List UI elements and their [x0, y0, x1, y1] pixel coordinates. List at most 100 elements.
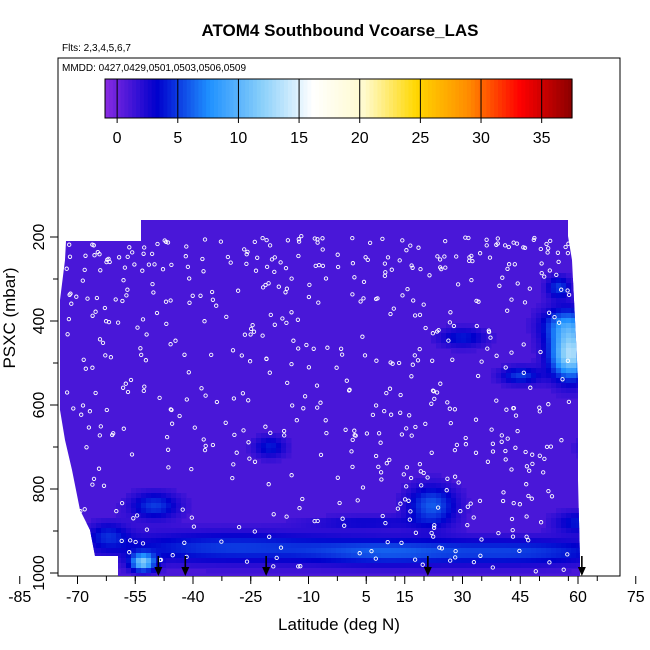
heatmap-cell — [416, 513, 422, 519]
heatmap-cell — [536, 533, 542, 539]
heatmap-cell — [466, 553, 472, 559]
heatmap-cell — [501, 378, 507, 384]
heatmap-cell — [561, 548, 567, 554]
heatmap-cell — [216, 533, 222, 539]
heatmap-cell — [421, 558, 427, 564]
heatmap-cell — [361, 553, 367, 559]
heatmap-cell — [301, 543, 307, 549]
colorbar-segment — [198, 79, 203, 118]
observation-dot — [423, 325, 428, 331]
heatmap-cell — [371, 523, 377, 529]
heatmap-cell — [506, 543, 512, 549]
heatmap-cell — [311, 558, 317, 564]
heatmap-cell — [131, 528, 137, 534]
heatmap-cell — [181, 543, 187, 549]
heatmap-cell — [226, 543, 232, 549]
heatmap-cell — [436, 528, 442, 534]
heatmap-cell — [311, 518, 317, 524]
observation-dot — [537, 409, 542, 414]
heatmap-cell — [186, 523, 192, 529]
colorbar-tick-label: 35 — [533, 130, 551, 147]
observation-dot — [423, 421, 428, 427]
observation-dot — [247, 456, 252, 461]
heatmap-cell — [516, 553, 522, 559]
heatmap-cell — [551, 553, 557, 559]
colorbar-segment — [268, 79, 273, 118]
heatmap-cell — [386, 518, 392, 524]
heatmap-cell — [571, 308, 577, 314]
heatmap-cell — [231, 548, 237, 554]
colorbar-segment — [151, 79, 157, 118]
heatmap-cell — [546, 513, 552, 519]
heatmap-cell — [416, 483, 422, 489]
colorbar-segment — [365, 79, 371, 118]
heatmap-cell — [476, 343, 482, 349]
observation-dot — [247, 359, 253, 364]
heatmap-cell — [506, 538, 512, 544]
heatmap-cell — [301, 553, 307, 559]
heatmap-cell — [446, 553, 452, 559]
heatmap-cell — [531, 383, 537, 389]
heatmap-cell — [486, 568, 492, 574]
observation-dot — [524, 534, 529, 539]
heatmap-cell — [561, 553, 567, 559]
observation-dot — [430, 358, 435, 363]
heatmap-cell — [151, 543, 157, 549]
heatmap-cell — [546, 363, 552, 369]
heatmap-cell — [151, 568, 157, 574]
observation-dot — [537, 453, 542, 458]
heatmap-cell — [176, 493, 182, 499]
observation-dot — [266, 482, 271, 487]
heatmap-cell — [246, 553, 252, 559]
heatmap-cell — [461, 558, 467, 564]
heatmap-cell — [466, 348, 472, 354]
observation-dot — [244, 261, 249, 267]
heatmap-cell — [106, 528, 112, 534]
observation-dot — [260, 235, 265, 241]
heatmap-cell — [286, 533, 292, 539]
observation-dot — [260, 285, 266, 290]
heatmap-cell — [121, 548, 127, 554]
heatmap-cell — [426, 498, 432, 504]
observation-dot — [320, 263, 326, 269]
heatmap-cell — [466, 568, 472, 574]
heatmap-cell — [291, 548, 297, 554]
x-tick-label: 5 — [362, 589, 371, 606]
heatmap-cell — [551, 528, 557, 534]
heatmap-cell — [161, 548, 167, 554]
heatmap-cell — [556, 373, 562, 379]
heatmap-cell — [581, 328, 587, 334]
observation-dot — [251, 329, 257, 334]
heatmap-cell — [316, 523, 322, 529]
heatmap-cell — [431, 563, 437, 569]
heatmap-cell — [541, 538, 547, 544]
heatmap-cell — [246, 538, 252, 544]
heatmap-cell — [516, 568, 522, 574]
heatmap-cell — [541, 318, 547, 324]
heatmap-cell — [506, 563, 512, 569]
heatmap-cell — [121, 523, 127, 529]
colorbar-segment — [128, 79, 133, 118]
heatmap-cell — [526, 553, 532, 559]
heatmap-cell — [306, 528, 312, 534]
heatmap-cell — [126, 543, 132, 549]
heatmap-cell — [291, 518, 297, 524]
observation-dot — [404, 426, 409, 431]
heatmap-cell — [316, 563, 322, 569]
observation-dot — [125, 287, 130, 292]
heatmap-cell — [521, 363, 527, 369]
heatmap-cell — [561, 333, 567, 339]
heatmap-cell — [566, 308, 572, 314]
heatmap-cell — [321, 538, 327, 544]
heatmap-cell — [206, 548, 212, 554]
heatmap-cell — [396, 538, 402, 544]
heatmap-cell — [161, 558, 167, 564]
heatmap-cell — [556, 518, 562, 524]
heatmap-cell — [361, 523, 367, 529]
heatmap-cell — [221, 563, 227, 569]
heatmap-cell — [566, 538, 572, 544]
observation-dot — [296, 237, 301, 242]
heatmap-cell — [286, 558, 292, 564]
colorbar-segment — [474, 79, 480, 118]
colorbar-segment — [311, 79, 316, 118]
